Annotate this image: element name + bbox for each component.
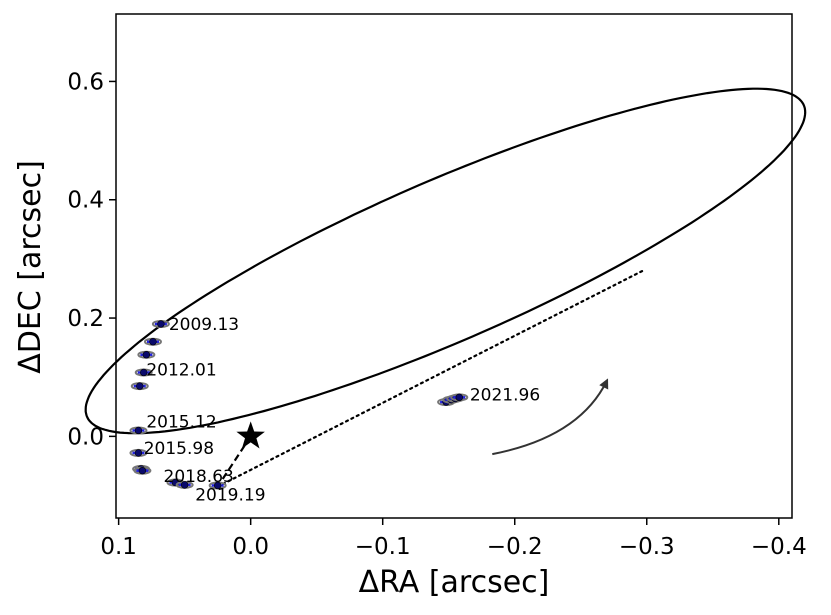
data-point bbox=[142, 351, 151, 359]
epoch-label: 2009.13 bbox=[169, 315, 239, 335]
epoch-label: 2015.12 bbox=[146, 413, 216, 433]
data-point bbox=[149, 338, 157, 346]
data-point bbox=[134, 449, 143, 457]
x-tick-label: 0.1 bbox=[100, 534, 137, 560]
orbit-layer bbox=[84, 87, 807, 488]
x-tick-label: −0.1 bbox=[355, 534, 411, 560]
x-tick-label: −0.2 bbox=[487, 534, 543, 560]
epoch-label: 2019.19 bbox=[195, 485, 265, 505]
line-of-nodes bbox=[216, 269, 644, 488]
plot-frame bbox=[115, 13, 793, 519]
data-point bbox=[180, 481, 189, 489]
y-tick-label: 0.6 bbox=[67, 69, 104, 95]
x-axis-title: ΔRA [arcsec] bbox=[359, 565, 550, 600]
data-points-layer bbox=[129, 319, 469, 490]
y-tick-label: 0.4 bbox=[67, 188, 104, 214]
axes-layer: 0.1 0.0 −0.1 −0.2 −0.3 −0.4 0.0 0.2 0.4 0.6 bbox=[67, 69, 806, 560]
data-point bbox=[157, 320, 165, 328]
x-tick-label: −0.3 bbox=[619, 534, 675, 560]
data-point bbox=[140, 368, 148, 377]
orbit-ellipse bbox=[84, 87, 807, 435]
y-tick-label: 0.2 bbox=[67, 306, 104, 332]
data-point bbox=[213, 481, 222, 490]
epoch-label: 2021.96 bbox=[470, 385, 540, 405]
motion-direction-arrow bbox=[492, 378, 609, 456]
epoch-label: 2015.98 bbox=[144, 439, 214, 459]
annotation-layer: 2009.13 2012.01 2015.12 2015.98 2018.632019.… bbox=[144, 315, 609, 505]
y-axis-title: ΔDEC [arcsec] bbox=[13, 160, 48, 374]
host-star-icon bbox=[236, 421, 265, 449]
data-point bbox=[136, 382, 144, 390]
periastron-line bbox=[216, 435, 252, 488]
data-point bbox=[134, 426, 143, 435]
epoch-label: 2012.01 bbox=[146, 361, 216, 381]
data-point bbox=[455, 393, 463, 402]
y-tick-label: 0.0 bbox=[67, 424, 104, 450]
epoch-label: 2018.63 bbox=[164, 467, 234, 487]
x-tick-label: 0.0 bbox=[232, 534, 269, 560]
x-tick-label: −0.4 bbox=[751, 534, 807, 560]
data-point bbox=[138, 466, 147, 475]
